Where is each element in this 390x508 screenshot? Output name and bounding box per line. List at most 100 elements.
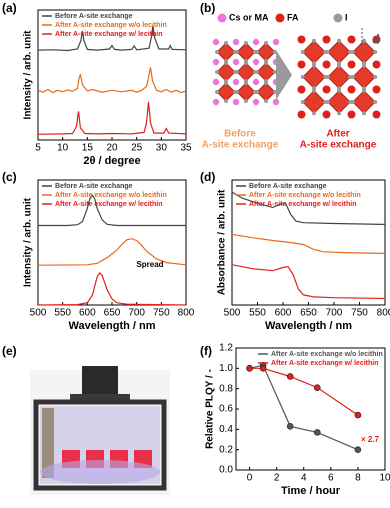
data-point <box>259 365 267 372</box>
y-axis-label: Intensity / arb. unit <box>23 30 34 120</box>
panel-label: (c) <box>2 170 17 184</box>
octahedron <box>236 42 256 62</box>
x-tick-label: 650 <box>300 308 317 319</box>
y-tick-label: 0.8 <box>219 383 233 394</box>
halide <box>224 99 228 103</box>
halide <box>215 90 219 94</box>
panel-label: (e) <box>2 344 17 358</box>
halide <box>362 111 366 116</box>
x-tick-label: 500 <box>30 308 47 319</box>
y-tick-label: 0.4 <box>219 424 233 435</box>
x-tick-label: 6 <box>328 473 334 484</box>
x-tick-label: 800 <box>377 308 390 319</box>
halide <box>373 100 378 104</box>
annotation: × 2.7 <box>361 435 380 444</box>
data-point <box>286 422 294 430</box>
series-line <box>231 264 386 300</box>
legend-label: After A-site exchange w/o lecithin <box>55 22 167 29</box>
y-axis-label: Absorbance / arb. unit <box>217 189 228 295</box>
a-cation <box>232 58 240 66</box>
halide <box>264 41 268 45</box>
x-tick-label: 4 <box>301 473 307 484</box>
halide <box>235 70 239 74</box>
photo <box>30 366 170 495</box>
a-cation <box>372 110 381 119</box>
x-tick-label: 2 <box>274 473 280 484</box>
caption: A-site exchange <box>300 140 377 151</box>
data-point <box>313 384 321 391</box>
halide <box>325 50 330 54</box>
a-cation <box>372 60 381 69</box>
halide <box>215 50 219 54</box>
series-line <box>37 25 187 52</box>
halide <box>300 100 305 104</box>
y-tick-label: 0.6 <box>219 404 233 415</box>
halide <box>312 111 316 116</box>
octahedron <box>216 42 236 62</box>
octahedron <box>327 65 351 89</box>
x-tick-label: 25 <box>131 143 143 154</box>
x-tick-label: 750 <box>153 308 170 319</box>
legend-label: After A-site exchange w/o lecithin <box>249 192 361 199</box>
octahedron <box>256 82 276 102</box>
a-cation <box>322 85 331 94</box>
y-tick-label: 1.0 <box>219 363 233 374</box>
octahedron <box>352 90 376 114</box>
a-cation <box>297 35 306 44</box>
legend-label: Before A-site exchange <box>55 13 133 20</box>
y-tick-label: 1.2 <box>219 343 233 354</box>
annotation: Spread <box>136 260 163 269</box>
halide <box>224 41 228 45</box>
y-axis-label: Relative PLQY / - <box>205 369 216 449</box>
halide <box>373 50 378 54</box>
series-line <box>37 238 187 266</box>
halide <box>255 70 259 74</box>
x-axis-label: Time / hour <box>281 485 341 497</box>
legend-label: After A-site exchange w/ lecithin <box>271 360 379 367</box>
halide <box>244 61 248 65</box>
x-axis-label: 2θ / degree <box>83 155 140 167</box>
octahedron <box>236 62 256 82</box>
octahedron <box>302 90 326 114</box>
octahedron <box>256 62 276 82</box>
octahedron <box>216 82 236 102</box>
x-tick-label: 500 <box>224 308 241 319</box>
caption: Before <box>224 129 256 140</box>
x-tick-label: 10 <box>379 473 390 484</box>
halide <box>264 99 268 103</box>
frame <box>33 399 167 491</box>
door <box>42 408 54 478</box>
caption: A-site exchange <box>202 140 279 151</box>
a-cation <box>252 98 260 106</box>
halide <box>300 50 305 54</box>
a-cation <box>372 35 381 44</box>
y-tick-label: 0.2 <box>219 444 233 455</box>
caption: After <box>326 129 349 140</box>
series-line <box>37 101 187 135</box>
halide <box>244 41 248 45</box>
x-axis-label: Wavelength / nm <box>69 320 156 332</box>
x-tick-label: 550 <box>249 308 266 319</box>
halide <box>264 81 268 85</box>
series-line <box>37 271 187 306</box>
x-tick-label: 650 <box>104 308 121 319</box>
halide <box>350 50 355 54</box>
panel-label: (b) <box>200 1 215 15</box>
octahedron <box>352 65 376 89</box>
halide <box>337 63 341 68</box>
x-tick-label: 0 <box>247 473 253 484</box>
a-cation <box>297 60 306 69</box>
legend-sphere <box>275 13 285 23</box>
arrow <box>276 50 292 100</box>
octahedron <box>327 40 351 64</box>
halide <box>235 90 239 94</box>
series-line <box>249 364 359 451</box>
a-cation <box>272 98 280 106</box>
halide <box>312 38 316 43</box>
legend-label: I <box>345 12 348 22</box>
a-cation <box>212 78 220 86</box>
halide <box>312 88 316 93</box>
a-cation <box>347 85 356 94</box>
octahedron <box>216 62 236 82</box>
legend-label: After A-site exchange w/o lecithin <box>55 192 167 199</box>
